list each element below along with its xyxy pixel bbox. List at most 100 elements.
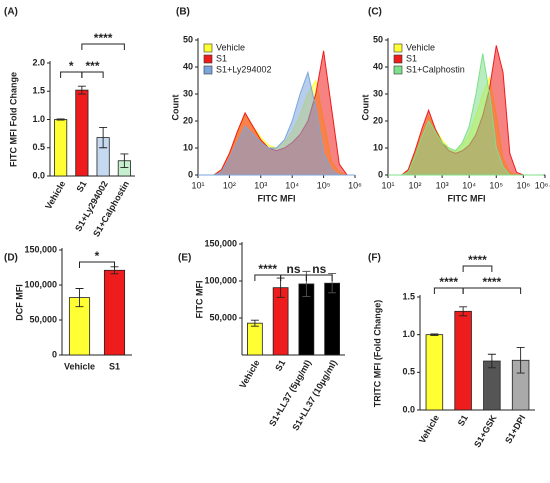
y-axis-title: DCF MFI	[14, 284, 24, 321]
y-tick-label: 40	[183, 61, 193, 71]
legend-label: Vehicle	[216, 42, 245, 52]
significance-label: ns	[312, 262, 326, 276]
error-bar	[56, 118, 65, 121]
y-axis-title: Count	[360, 95, 370, 121]
y-tick-label: 100,000	[204, 275, 237, 285]
x-tick-label: Vehicle	[237, 358, 261, 390]
legend-swatch	[203, 65, 213, 75]
panel-label: (A)	[4, 7, 18, 18]
y-tick-label: 30	[183, 88, 193, 98]
y-tick-label: 2.0	[32, 57, 45, 67]
significance-label: ****	[258, 262, 277, 276]
error-bar	[516, 347, 525, 374]
x-tick-label: 10²	[223, 180, 236, 190]
significance-bracket	[305, 274, 333, 281]
y-tick-label: 0	[52, 349, 57, 359]
y-tick-label: 150,000	[24, 244, 57, 254]
y-axis-title: Count	[170, 95, 180, 121]
x-tick-label: 10¹	[381, 180, 394, 190]
significance-label: ****	[94, 31, 113, 45]
x-tick-label: 10⁴	[285, 180, 299, 190]
bar	[425, 334, 444, 411]
y-tick-label: 50	[183, 34, 193, 44]
significance-bracket	[81, 43, 125, 50]
panel-label: (B)	[176, 7, 190, 18]
y-tick-label: 1.5	[32, 86, 45, 96]
panel-label: (C)	[368, 7, 382, 18]
x-tick-label: S1+DPI	[503, 413, 527, 445]
x-tick-label: 10¹	[191, 180, 204, 190]
y-tick-label: 10	[183, 142, 193, 152]
error-bar	[77, 85, 86, 95]
significance-label: *	[69, 59, 74, 73]
bar	[103, 269, 126, 356]
panel-label: (E)	[178, 253, 191, 264]
x-tick-label: S1	[273, 358, 287, 373]
x-tick-label: 10⁵	[317, 180, 331, 190]
panel-label: (F)	[368, 253, 381, 264]
error-bar	[430, 333, 439, 336]
bar	[324, 282, 340, 356]
panel-label: (D)	[4, 253, 18, 264]
error-bar	[459, 306, 468, 317]
y-tick-label: 0	[378, 169, 383, 179]
x-tick-label: 10⁶·⁸	[535, 180, 550, 190]
significance-bracket	[81, 71, 104, 78]
error-bar	[99, 126, 108, 149]
y-axis-title: TRITC MFI (Fold Change)	[372, 300, 382, 407]
x-axis-title: FITC MFI	[258, 193, 296, 203]
y-tick-label: 150,000	[204, 238, 237, 248]
error-bar	[75, 288, 84, 308]
legend-label: S1	[406, 53, 417, 63]
y-tick-label: 0.0	[32, 170, 45, 180]
legend-swatch	[393, 43, 403, 53]
legend-swatch	[393, 65, 403, 75]
significance-bracket	[79, 261, 115, 268]
x-tick-label: Vehicle	[64, 361, 95, 371]
y-tick-label: 50	[373, 34, 383, 44]
legend-swatch	[203, 43, 213, 53]
x-tick-label: Vehicle	[417, 413, 441, 445]
legend-label: S1+Ly294002	[216, 64, 271, 74]
y-tick-label: 0.5	[402, 367, 415, 377]
x-tick-label: 10³	[436, 180, 449, 190]
y-tick-label: 0	[188, 169, 193, 179]
legend-label: Vehicle	[406, 42, 435, 52]
x-tick-label: 10⁶	[516, 180, 530, 190]
significance-label: *	[95, 249, 100, 263]
bar	[247, 322, 263, 356]
bar	[54, 119, 68, 177]
y-tick-label: 10	[373, 142, 383, 152]
x-tick-label: 10³	[254, 180, 267, 190]
y-tick-label: 20	[373, 115, 383, 125]
x-tick-label: 10⁶	[348, 180, 362, 190]
y-tick-label: 50,000	[209, 312, 237, 322]
x-tick-label: 10²	[409, 180, 422, 190]
x-tick-label: S1	[456, 413, 470, 428]
x-axis-title: FITC MFI	[448, 193, 486, 203]
error-bar	[487, 353, 496, 369]
significance-label: ****	[468, 253, 487, 267]
y-tick-label: 100,000	[24, 279, 57, 289]
y-tick-label: 1.5	[402, 291, 415, 301]
x-tick-label: S1+GSK	[472, 413, 499, 449]
y-axis-title: FITC MFI Fold Change	[8, 72, 18, 167]
histogram-area	[198, 70, 355, 176]
y-tick-label: 40	[373, 61, 383, 71]
significance-bracket	[462, 287, 522, 294]
y-tick-label: 0.0	[402, 404, 415, 414]
bar	[75, 89, 89, 177]
legend-swatch	[203, 54, 213, 64]
x-tick-label: 10⁴	[462, 180, 476, 190]
error-bar	[250, 319, 259, 327]
bar	[454, 310, 472, 411]
x-tick-label: S1	[74, 179, 88, 194]
bar	[483, 360, 501, 411]
y-tick-label: 20	[183, 115, 193, 125]
significance-label: ****	[439, 275, 458, 289]
y-tick-label: 50,000	[29, 314, 57, 324]
y-tick-label: 0.5	[32, 142, 45, 152]
histogram-area	[388, 53, 544, 176]
significance-bracket	[462, 265, 493, 272]
